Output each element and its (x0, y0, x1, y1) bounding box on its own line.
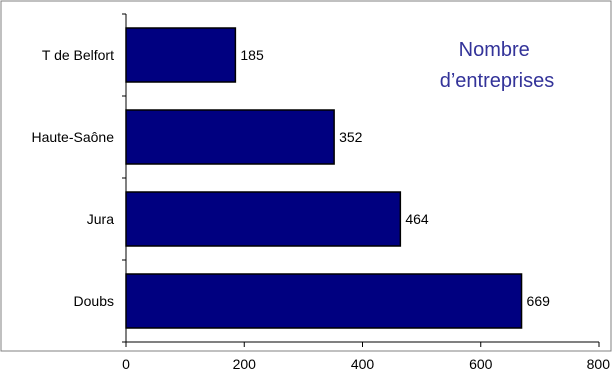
category-label-0: T de Belfort (42, 47, 114, 63)
x-tick-label-1: 200 (233, 356, 257, 372)
chart-title: Nombre d’entreprises (440, 39, 555, 92)
bar-0 (125, 27, 237, 83)
bar-1 (125, 109, 335, 165)
x-tick-label-4: 800 (587, 356, 611, 372)
category-label-2: Jura (87, 211, 114, 227)
value-label-2: 464 (405, 211, 429, 227)
chart-title-line-1: Nombre (459, 39, 530, 61)
chart-title-line-2: d’entreprises (440, 70, 555, 92)
bars-layer (125, 27, 523, 329)
bar-3 (125, 273, 523, 329)
value-label-1: 352 (339, 129, 363, 145)
labels-layer: 185 T de Belfort 352 Haute-Saône 464 Jura 669 D… (31, 47, 610, 372)
x-tick-label-2: 400 (351, 356, 375, 372)
axes-layer (122, 13, 600, 347)
category-label-3: Doubs (74, 293, 114, 309)
category-label-1: Haute-Saône (31, 129, 114, 145)
bar-2 (125, 191, 402, 247)
x-tick-label-3: 600 (469, 356, 493, 372)
x-tick-label-0: 0 (122, 356, 130, 372)
value-label-0: 185 (240, 47, 264, 63)
value-label-3: 669 (527, 293, 551, 309)
